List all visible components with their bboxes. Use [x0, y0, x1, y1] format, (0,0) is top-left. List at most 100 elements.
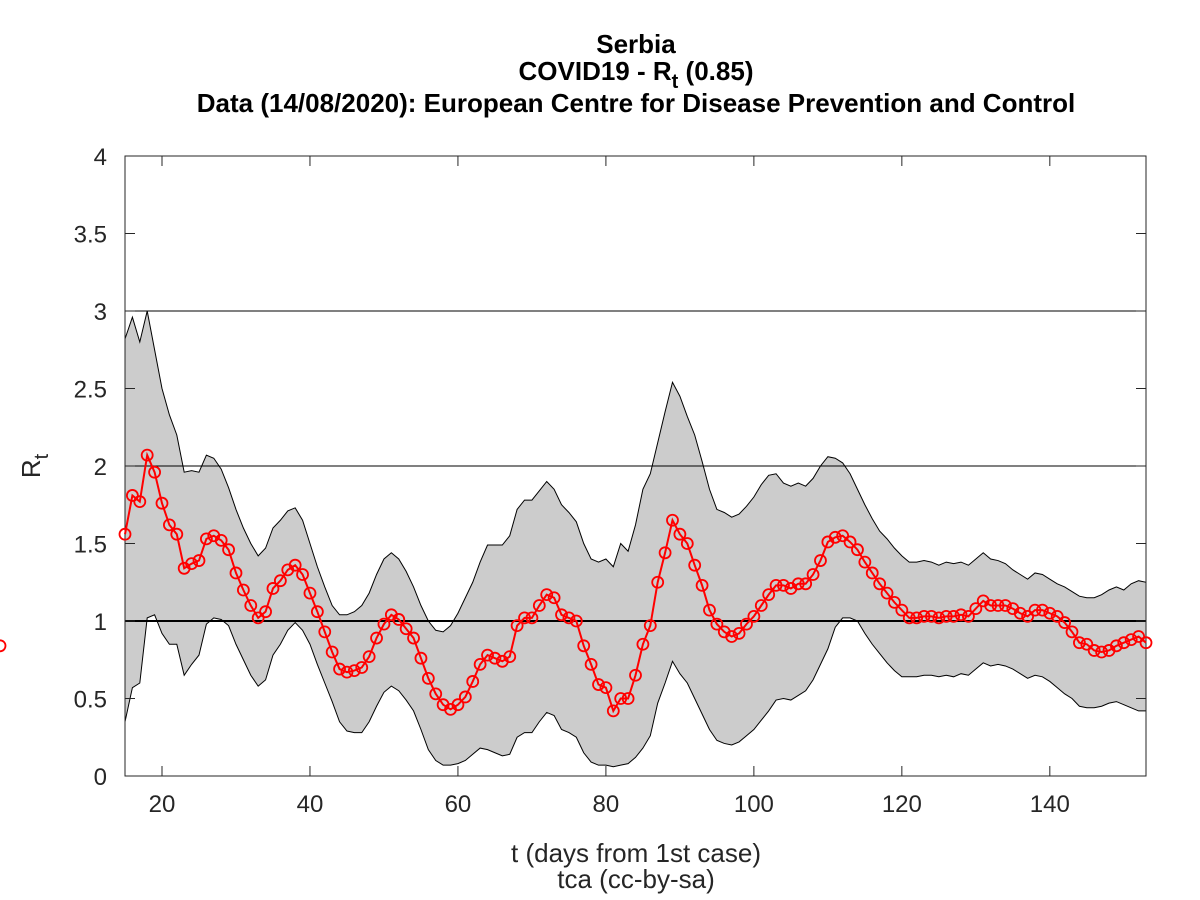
rt-marker — [880, 586, 894, 600]
y-tick-label: 0.5 — [74, 687, 107, 714]
y-tick-label: 3 — [94, 299, 107, 326]
rt-marker — [836, 529, 850, 543]
rt-marker — [399, 622, 413, 636]
rt-line — [124, 451, 1147, 714]
rt-marker — [296, 568, 309, 581]
rt-marker — [569, 614, 583, 628]
rt-marker — [1028, 603, 1042, 617]
rt-marker — [0, 639, 7, 653]
rt-marker — [162, 518, 176, 532]
rt-marker — [229, 566, 243, 580]
rt-marker — [1036, 603, 1049, 617]
rt-marker — [525, 611, 539, 625]
rt-marker — [481, 648, 494, 662]
y-tick-label: 0 — [94, 764, 107, 791]
rt-marker — [673, 527, 687, 541]
rt-marker — [732, 627, 746, 640]
rt-marker — [555, 608, 568, 622]
rt-marker — [458, 690, 472, 704]
rt-marker — [932, 611, 946, 625]
rt-marker — [377, 617, 391, 631]
title-line2-sub: t — [672, 71, 679, 93]
rt-marker — [806, 568, 820, 581]
rt-marker — [503, 650, 517, 664]
rt-marker — [910, 611, 924, 625]
x-tick-label: 140 — [1030, 791, 1070, 818]
rt-marker — [1139, 636, 1153, 650]
rt-marker — [902, 611, 916, 625]
x-tick-label: 100 — [734, 791, 774, 818]
rt-marker — [1110, 639, 1123, 653]
rt-marker — [133, 495, 147, 509]
rt-marker — [969, 602, 983, 615]
rt-marker — [333, 662, 346, 676]
rt-marker — [777, 578, 790, 592]
rt-marker — [414, 651, 428, 665]
rt-marker — [170, 527, 184, 541]
y-axis-label-sub: t — [31, 453, 53, 459]
rt-marker — [1043, 606, 1057, 620]
rt-marker — [214, 534, 228, 547]
rt-marker — [754, 599, 768, 612]
rt-marker — [370, 631, 383, 645]
rt-marker — [510, 619, 524, 633]
y-axis-label: Rt — [16, 453, 53, 478]
rt-marker — [1058, 616, 1072, 629]
rt-marker — [865, 566, 879, 580]
rt-marker — [185, 557, 198, 571]
rt-marker — [1050, 609, 1064, 623]
rt-marker — [688, 558, 702, 572]
rt-marker — [288, 558, 302, 572]
rt-marker — [939, 609, 953, 623]
rt-marker — [155, 496, 169, 510]
rt-marker — [429, 687, 443, 701]
title-line2: COVID19 - Rt (0.85) — [519, 56, 754, 93]
rt-marker — [621, 692, 635, 705]
y-tick-label: 1 — [94, 609, 107, 636]
rt-marker — [643, 619, 657, 633]
rt-marker — [266, 582, 280, 595]
rt-marker — [828, 530, 842, 544]
title-line2-rest: (0.85) — [678, 56, 753, 86]
title-line1: Serbia — [596, 29, 676, 59]
rt-marker — [148, 465, 161, 479]
rt-marker — [592, 678, 605, 691]
rt-marker — [954, 608, 968, 622]
rt-marker — [636, 637, 650, 651]
rt-marker — [799, 577, 813, 591]
rt-marker — [421, 671, 435, 685]
rt-marker — [451, 698, 465, 712]
rt-marker — [362, 650, 376, 664]
y-tick-label: 2.5 — [74, 377, 107, 404]
y-tick-label: 1.5 — [74, 532, 107, 559]
rt-marker — [318, 625, 332, 639]
rt-marker — [392, 613, 406, 626]
rt-marker — [199, 532, 213, 546]
rt-marker — [562, 611, 576, 625]
rt-marker — [858, 555, 872, 569]
rt-marker — [118, 527, 132, 541]
rt-marker — [895, 603, 909, 617]
rt-marker — [1013, 606, 1027, 620]
rt-marker — [843, 535, 857, 549]
rt-marker — [140, 448, 154, 462]
footer: tca (cc-by-sa) — [557, 864, 714, 894]
y-tick-label: 3.5 — [74, 222, 107, 249]
rt-marker — [1095, 645, 1109, 659]
rt-marker — [606, 704, 620, 718]
rt-marker — [1087, 644, 1101, 657]
rt-marker — [710, 617, 724, 631]
rt-marker — [925, 609, 938, 623]
rt-marker — [273, 574, 287, 588]
rt-marker — [355, 661, 369, 674]
rt-marker — [599, 681, 613, 695]
rt-marker — [540, 588, 554, 602]
rt-marker — [614, 692, 628, 705]
rt-marker — [851, 543, 864, 557]
rt-marker — [303, 586, 317, 600]
rt-marker — [407, 631, 420, 645]
rt-marker — [236, 583, 250, 597]
y-axis-label-main: R — [16, 459, 46, 478]
